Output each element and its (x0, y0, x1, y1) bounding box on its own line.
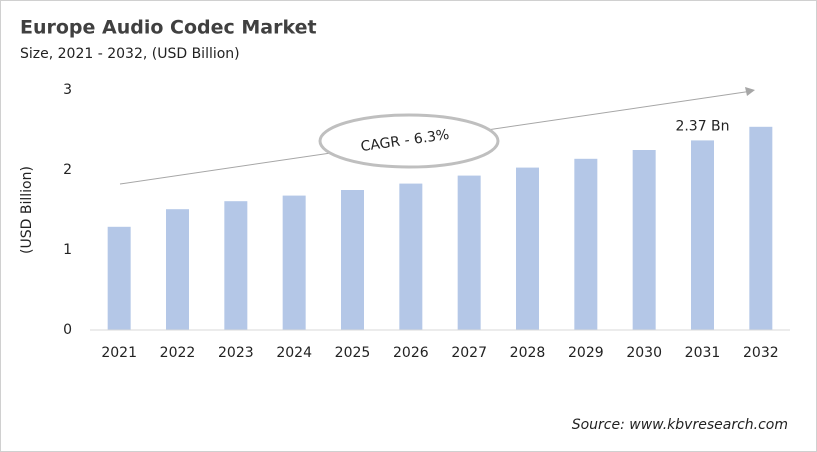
bar (399, 183, 423, 330)
chart-subtitle: Size, 2021 - 2032, (USD Billion) (20, 46, 240, 62)
data-label: 2.37 Bn (675, 118, 729, 134)
cagr-ellipse (318, 113, 500, 169)
bar (457, 175, 481, 330)
bar (574, 158, 598, 330)
x-tick-label: 2021 (101, 345, 137, 361)
bar (632, 150, 656, 330)
chart-title: Europe Audio Codec Market (20, 17, 317, 39)
y-tick-label: 0 (63, 322, 72, 338)
source: Source: www.kbvresearch.com (572, 417, 788, 433)
bar (107, 226, 131, 330)
bar (166, 209, 189, 330)
x-tick-label: 2022 (160, 345, 196, 361)
arrow-head (745, 87, 755, 96)
x-tick-label: 2028 (510, 345, 546, 361)
x-tick-label: 2027 (451, 345, 487, 361)
bar (282, 195, 306, 330)
x-tick-label: 2026 (393, 345, 429, 361)
x-tick-label: 2030 (626, 345, 662, 361)
bar (691, 140, 714, 330)
x-tick-label: 2032 (743, 345, 779, 361)
x-tick-label: 2029 (568, 345, 604, 361)
x-tick-label: 2024 (276, 345, 312, 361)
x-tick-label: 2031 (685, 345, 721, 361)
x-tick-label: 2025 (335, 345, 371, 361)
bar (516, 167, 539, 330)
x-tick-label: 2023 (218, 345, 254, 361)
y-tick-label: 3 (63, 82, 72, 98)
bar (749, 126, 773, 330)
y-axis-label: (USD Billion) (19, 166, 35, 254)
bar (341, 190, 364, 330)
y-tick-label: 2 (63, 162, 72, 178)
y-tick-label: 1 (63, 242, 72, 258)
bar (224, 201, 248, 330)
